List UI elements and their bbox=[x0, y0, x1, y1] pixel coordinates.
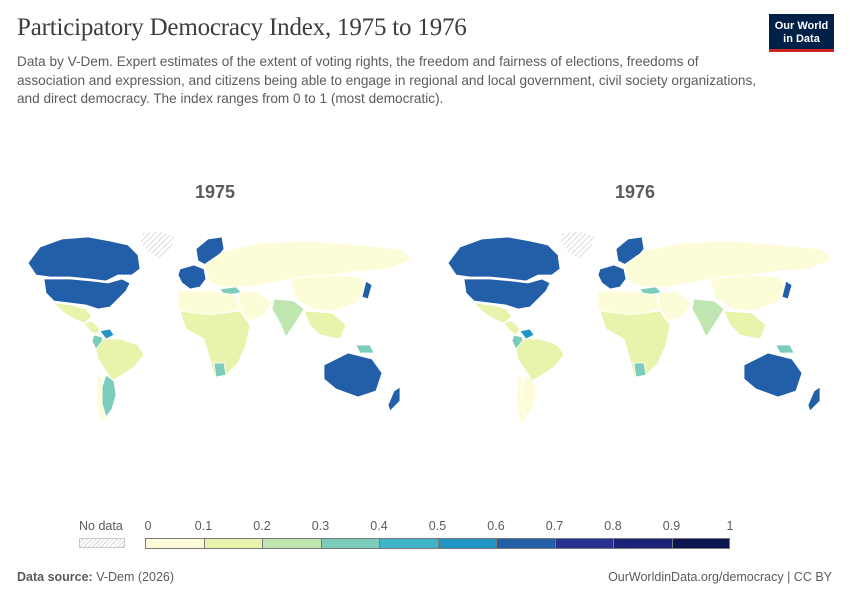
region-japan[interactable] bbox=[361, 280, 373, 300]
legend-tick-label: 0.2 bbox=[253, 519, 271, 533]
region-middle-east[interactable] bbox=[237, 290, 273, 322]
region-brazil[interactable] bbox=[515, 338, 565, 382]
data-source-value[interactable]: V-Dem (2026) bbox=[96, 570, 175, 584]
region-japan[interactable] bbox=[781, 280, 793, 300]
region-central-america[interactable] bbox=[503, 320, 521, 336]
region-mexico[interactable] bbox=[472, 302, 513, 324]
legend-bin[interactable] bbox=[554, 538, 613, 549]
world-map-1975[interactable] bbox=[10, 225, 430, 425]
region-canada[interactable] bbox=[447, 236, 561, 282]
region-venezuela[interactable] bbox=[519, 328, 535, 340]
region-canada[interactable] bbox=[27, 236, 141, 282]
region-western-europe[interactable] bbox=[597, 264, 627, 290]
region-north-africa[interactable] bbox=[177, 290, 241, 316]
data-source-label: Data source: bbox=[17, 570, 93, 584]
chart-title: Participatory Democracy Index, 1975 to 1… bbox=[17, 14, 467, 41]
legend-tick-label: 0 bbox=[144, 519, 152, 533]
region-venezuela[interactable] bbox=[99, 328, 115, 340]
region-middle-east[interactable] bbox=[657, 290, 693, 322]
legend-bin[interactable] bbox=[613, 538, 672, 549]
region-southeast-asia[interactable] bbox=[303, 310, 347, 340]
map-year-1975: 1975 bbox=[194, 182, 236, 202]
owid-logo[interactable]: Our World in Data bbox=[769, 14, 834, 52]
region-sub-saharan-africa[interactable] bbox=[179, 310, 251, 378]
legend-tick-label: 0.3 bbox=[311, 519, 330, 533]
data-source: Data source: V-Dem (2026) bbox=[17, 570, 174, 584]
region-chile[interactable] bbox=[95, 374, 107, 422]
legend-tick-label: 0.9 bbox=[662, 519, 681, 533]
region-chile[interactable] bbox=[515, 374, 527, 422]
region-india[interactable] bbox=[691, 298, 725, 338]
region-new-zealand[interactable] bbox=[387, 386, 401, 412]
region-china[interactable] bbox=[709, 274, 787, 312]
legend-bin[interactable] bbox=[320, 538, 379, 549]
logo-line-2: in Data bbox=[783, 32, 820, 45]
map-year-1976: 1976 bbox=[614, 182, 656, 202]
legend-bin[interactable] bbox=[145, 538, 204, 549]
region-india[interactable] bbox=[271, 298, 305, 338]
region-china[interactable] bbox=[289, 274, 367, 312]
region-new-zealand[interactable] bbox=[807, 386, 821, 412]
no-data-label: No data bbox=[79, 519, 123, 533]
region-southeast-asia[interactable] bbox=[723, 310, 767, 340]
legend-tick-label: 1 bbox=[726, 519, 734, 533]
region-central-america[interactable] bbox=[83, 320, 101, 336]
region-united-states[interactable] bbox=[43, 278, 131, 310]
region-greenland[interactable] bbox=[139, 230, 177, 260]
region-australia[interactable] bbox=[743, 352, 803, 398]
world-map-1976[interactable] bbox=[430, 225, 850, 425]
legend-bin[interactable] bbox=[671, 538, 730, 549]
legend-tick-label: 0.5 bbox=[428, 519, 447, 533]
region-papua-new-guinea[interactable] bbox=[355, 344, 375, 354]
legend-bin[interactable] bbox=[262, 538, 321, 549]
region-brazil[interactable] bbox=[95, 338, 145, 382]
no-data-swatch[interactable] bbox=[79, 538, 125, 548]
legend-tick-label: 0.4 bbox=[370, 519, 388, 533]
region-botswana[interactable] bbox=[633, 362, 647, 378]
region-australia[interactable] bbox=[323, 352, 383, 398]
logo-line-1: Our World bbox=[774, 20, 829, 32]
region-north-africa[interactable] bbox=[597, 290, 661, 316]
legend-bin[interactable] bbox=[496, 538, 555, 549]
chart-subtitle: Data by V-Dem. Expert estimates of the e… bbox=[17, 54, 757, 106]
legend-tick-label: 0.1 bbox=[194, 519, 213, 533]
region-greenland[interactable] bbox=[559, 230, 597, 260]
legend-tick-label: 0.8 bbox=[604, 519, 622, 533]
legend-bin[interactable] bbox=[203, 538, 262, 549]
legend-bin[interactable] bbox=[437, 538, 496, 549]
footer-link[interactable]: OurWorldinData.org/democracy | CC BY bbox=[608, 570, 832, 584]
region-sub-saharan-africa[interactable] bbox=[599, 310, 671, 378]
region-papua-new-guinea[interactable] bbox=[775, 344, 795, 354]
legend-bin[interactable] bbox=[379, 538, 438, 549]
legend-tick-label: 0.6 bbox=[487, 519, 505, 533]
region-botswana[interactable] bbox=[213, 362, 227, 378]
region-mexico[interactable] bbox=[52, 302, 93, 324]
legend-tick-label: 0.7 bbox=[545, 519, 564, 533]
region-united-states[interactable] bbox=[463, 278, 551, 310]
region-western-europe[interactable] bbox=[177, 264, 207, 290]
